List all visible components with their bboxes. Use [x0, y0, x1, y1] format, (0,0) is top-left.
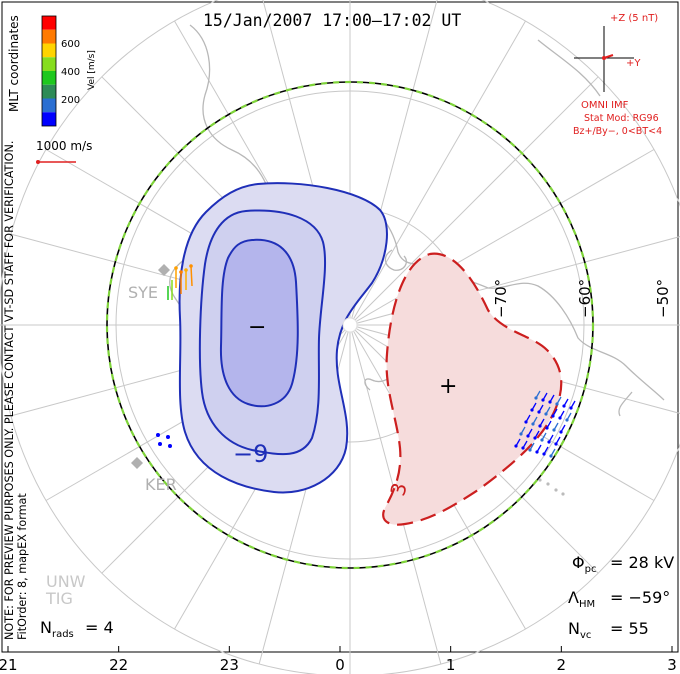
phi-subscript: pc — [585, 564, 597, 575]
colorbar-tick-600: 600 — [61, 39, 80, 50]
coords-label: MLT coordinates — [7, 15, 21, 112]
colorbar-cell — [42, 112, 56, 126]
fit-order-note: FitOrder: 8, mapEX format — [16, 493, 29, 640]
n-subscript: vc — [580, 630, 591, 641]
station-label-sye: SYE — [128, 283, 158, 302]
pole-marker — [342, 317, 358, 333]
nrads-value: = 4 — [85, 618, 114, 637]
imf-z-label: +Z (5 nT) — [610, 13, 658, 24]
station-label-ker: KER — [145, 475, 177, 494]
lambda-value: = −59° — [610, 588, 670, 607]
mlt-tick-label: 22 — [109, 656, 128, 674]
mlt-tick-label: 21 — [0, 656, 18, 674]
mlt-tick-label: 2 — [557, 656, 567, 674]
colorbar-cell — [42, 71, 56, 85]
negative-cell-inner — [219, 238, 299, 408]
n-symbol: N — [568, 619, 580, 638]
velocity-colorbar — [41, 15, 57, 127]
positive-center-marker: + — [439, 374, 457, 399]
velocity-vectors-dawn — [514, 390, 576, 496]
mlt-tick-label: 23 — [220, 656, 239, 674]
preview-note: NOTE: FOR PREVIEW PURPOSES ONLY. PLEASE … — [3, 141, 16, 640]
velocity-vectors-sye — [167, 264, 193, 300]
positive-contour-label: 3 — [385, 480, 411, 499]
n-vc-value: = 55 — [610, 619, 649, 638]
imf-y-label: +Y — [626, 58, 641, 69]
hm-boundary-dashes — [105, 80, 595, 570]
stat-n-rads: Nrads = 4 — [40, 618, 114, 640]
negative-contour-label: −9 — [233, 440, 268, 468]
nrads-subscript: rads — [52, 629, 74, 640]
mlt-tick-label: 3 — [667, 656, 677, 674]
svg-text:Φpc: Φpc — [572, 553, 596, 575]
colorbar-cell — [42, 29, 56, 44]
imf-vector-dot — [602, 56, 606, 60]
phi-value: = 28 kV — [610, 553, 674, 572]
colorbar-cell — [42, 16, 56, 30]
colorbar-tick-400: 400 — [61, 67, 80, 78]
negative-center-marker: − — [248, 315, 266, 340]
nrads-symbol: N — [40, 618, 52, 637]
imf-condition: Bz+/By−, 0<BT<4 — [573, 126, 662, 137]
stat-phi-pc: Φpc = 28 kV — [572, 553, 674, 575]
stat-lambda-hm: ΛHM = −59° — [568, 588, 670, 610]
lat-label-60: −60° — [576, 279, 594, 318]
lat-label-70: −70° — [492, 279, 510, 318]
lambda-symbol: Λ — [568, 588, 579, 607]
colorbar-cell — [42, 43, 56, 58]
station-label-tig: TIG — [45, 589, 73, 608]
station-label-unw: UNW — [46, 572, 86, 591]
map-title: 15/Jan/2007 17:00–17:02 UT — [203, 11, 461, 30]
imf-stat-mod: Stat Mod: RG96 — [584, 113, 659, 124]
imf-source-label: OMNI IMF — [581, 100, 629, 111]
vector-scale-dot — [36, 160, 40, 164]
positive-cell-fill — [382, 252, 563, 526]
svg-text:ΛHM: ΛHM — [568, 588, 595, 610]
lambda-subscript: HM — [579, 599, 595, 610]
colorbar-label: Vel [m/s] — [87, 50, 97, 90]
colorbar-cell — [42, 84, 56, 99]
station-sye: SYE — [128, 264, 170, 302]
svg-text:Nrads: Nrads — [40, 618, 74, 640]
velocity-vectors-ker — [156, 433, 172, 448]
svg-text:Nvc: Nvc — [568, 619, 591, 641]
mlt-tick-label: 0 — [335, 656, 345, 674]
colorbar-cell — [42, 57, 56, 71]
station-ker: KER — [131, 457, 177, 494]
colorbar-tick-200: 200 — [61, 95, 80, 106]
stat-n-vc: Nvc = 55 — [568, 619, 649, 641]
colorbar-cell — [42, 98, 56, 113]
lat-label-50: −50° — [654, 279, 672, 318]
vector-scale-label: 1000 m/s — [36, 139, 92, 153]
phi-symbol: Φ — [572, 553, 585, 572]
mlt-tick-labels: 21 22 23 0 1 2 3 — [0, 646, 677, 674]
mlt-tick-label: 1 — [446, 656, 456, 674]
